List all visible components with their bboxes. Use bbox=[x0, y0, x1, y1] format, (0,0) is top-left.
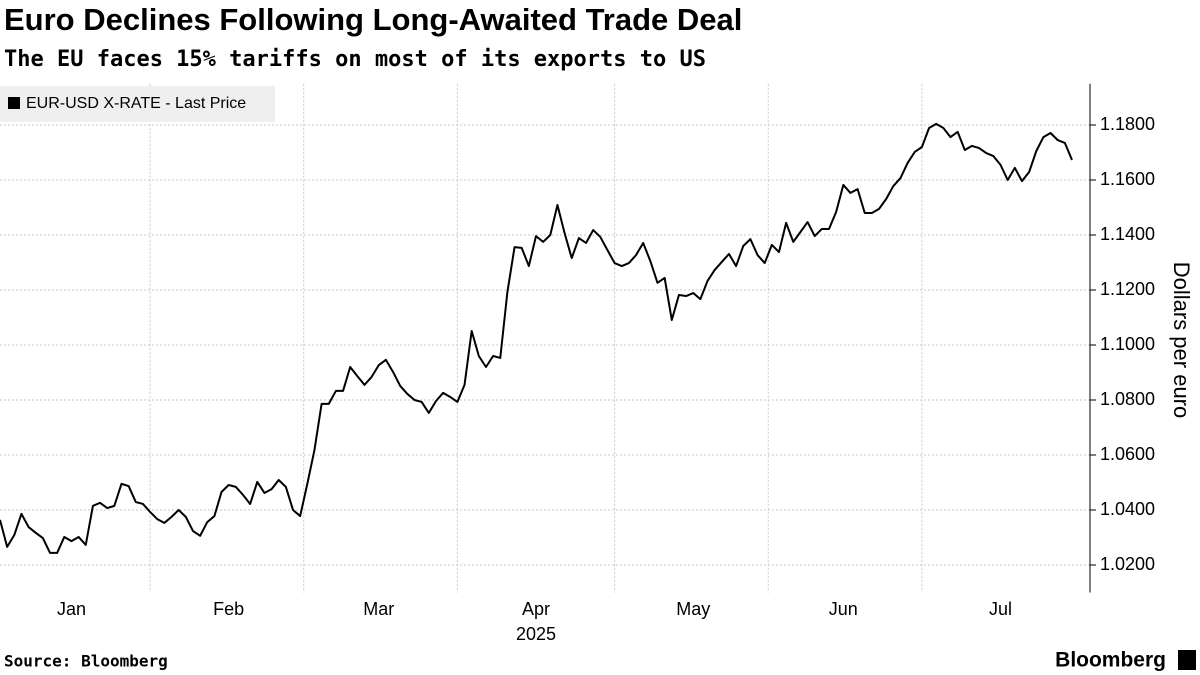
x-tick-label: Jul bbox=[989, 599, 1012, 619]
chart-title: Euro Declines Following Long-Awaited Tra… bbox=[4, 2, 742, 37]
y-tick-label: 1.1400 bbox=[1100, 224, 1155, 244]
chart-subtitle: The EU faces 15% tariffs on most of its … bbox=[4, 47, 706, 72]
y-tick-label: 1.1000 bbox=[1100, 334, 1155, 354]
brand-icon bbox=[1178, 650, 1196, 670]
y-tick-label: 1.1800 bbox=[1100, 114, 1155, 134]
x-tick-label: Apr bbox=[522, 599, 550, 619]
y-axis-label: Dollars per euro bbox=[1169, 262, 1194, 419]
legend-swatch bbox=[8, 97, 20, 109]
y-tick-label: 1.0800 bbox=[1100, 389, 1155, 409]
x-tick-label: Mar bbox=[363, 599, 394, 619]
y-tick-label: 1.0600 bbox=[1100, 444, 1155, 464]
y-tick-label: 1.1200 bbox=[1100, 279, 1155, 299]
x-tick-label: Feb bbox=[213, 599, 244, 619]
x-axis-label: 2025 bbox=[516, 624, 556, 644]
y-tick-label: 1.0200 bbox=[1100, 554, 1155, 574]
brand: Bloomberg bbox=[1055, 649, 1166, 672]
legend-label: EUR-USD X-RATE - Last Price bbox=[26, 95, 246, 112]
y-tick-label: 1.0400 bbox=[1100, 499, 1155, 519]
source: Source: Bloomberg bbox=[4, 652, 168, 671]
x-tick-label: Jun bbox=[829, 599, 858, 619]
x-tick-label: Jan bbox=[57, 599, 86, 619]
legend-box bbox=[0, 86, 275, 122]
x-tick-label: May bbox=[676, 599, 710, 619]
line bbox=[0, 122, 1073, 554]
y-tick-label: 1.1600 bbox=[1100, 169, 1155, 189]
